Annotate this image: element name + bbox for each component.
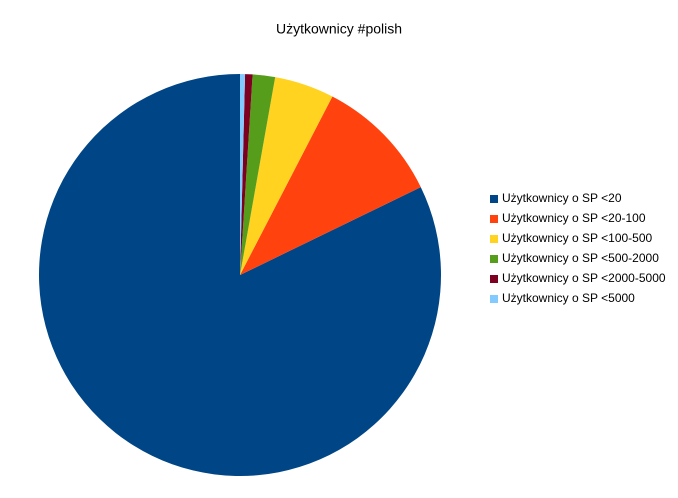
legend-label: Użytkownicy o SP <500-2000 bbox=[502, 251, 659, 265]
legend-label: Użytkownicy o SP <5000 bbox=[502, 291, 635, 305]
legend-swatch bbox=[490, 235, 498, 243]
pie-slice bbox=[240, 74, 276, 275]
legend-swatch bbox=[490, 275, 498, 283]
legend-label: Użytkownicy o SP <100-500 bbox=[502, 231, 653, 245]
legend-label: Użytkownicy o SP <2000-5000 bbox=[502, 271, 666, 285]
legend-swatch bbox=[490, 215, 498, 223]
legend-swatch bbox=[490, 295, 498, 303]
pie-slice bbox=[240, 74, 253, 275]
chart-title: Użytkownicy #polish bbox=[276, 21, 402, 37]
pie-slice bbox=[240, 74, 246, 275]
legend-swatch bbox=[490, 255, 498, 263]
legend-label: Użytkownicy o SP <20-100 bbox=[502, 211, 646, 225]
pie-slice bbox=[240, 96, 421, 275]
legend-label: Użytkownicy o SP <20 bbox=[502, 191, 622, 205]
pie-slice bbox=[240, 77, 333, 275]
legend-swatch bbox=[490, 195, 498, 203]
